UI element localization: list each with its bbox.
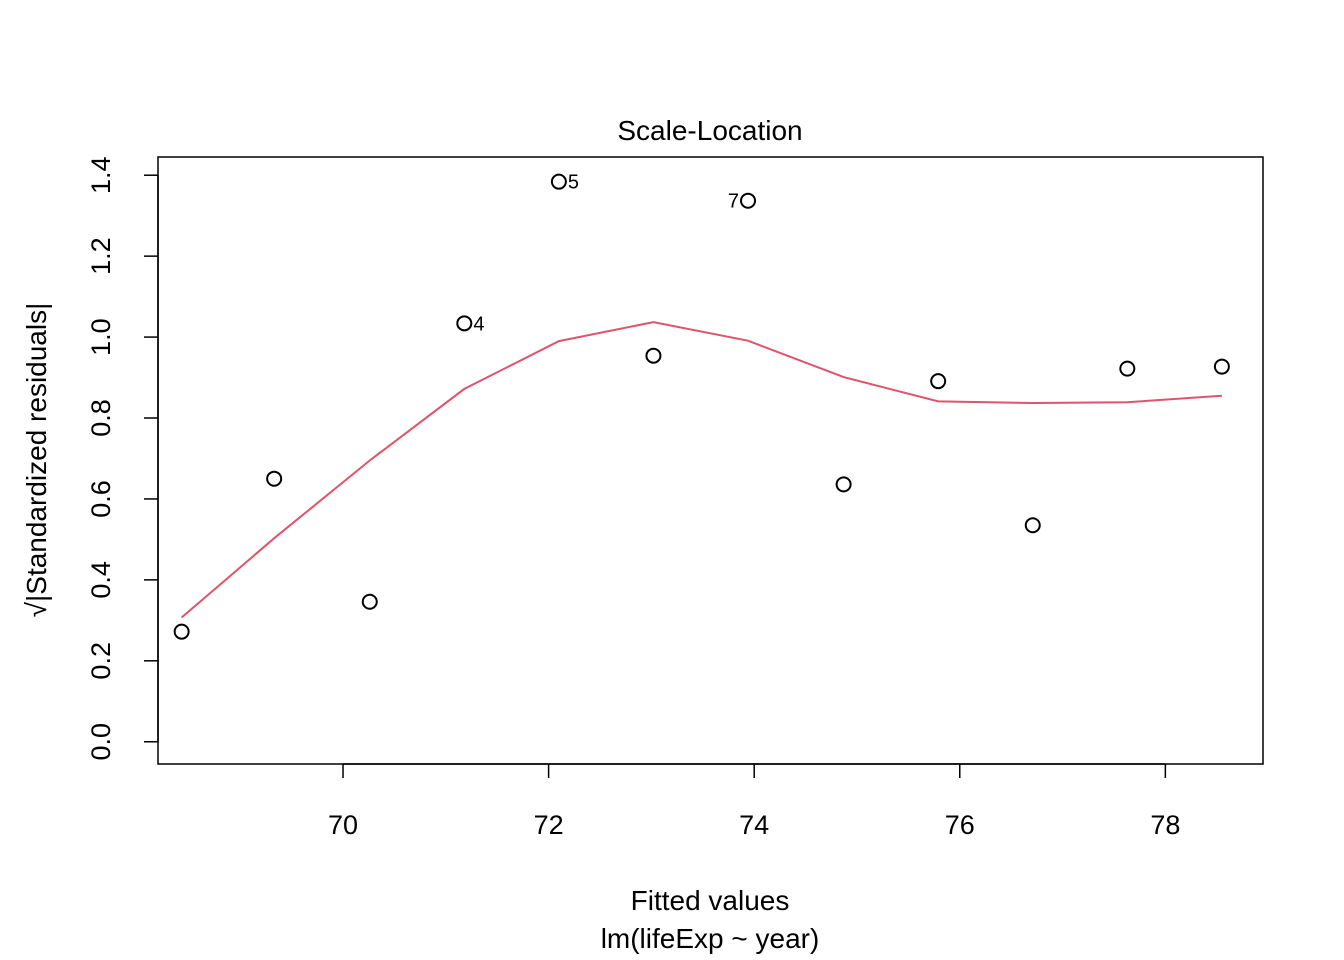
data-point xyxy=(361,593,378,610)
y-tick-label: 0.2 xyxy=(86,642,116,680)
y-tick-label: 1.4 xyxy=(86,156,116,194)
y-tick-label: 0.8 xyxy=(86,399,116,437)
point-label: 7 xyxy=(728,191,739,213)
data-point xyxy=(835,476,852,493)
point-label: 4 xyxy=(473,313,484,335)
x-tick-label: 76 xyxy=(945,810,975,840)
data-point xyxy=(1213,358,1230,375)
x-axis-subtitle: lm(lifeExp ~ year) xyxy=(601,923,820,954)
data-point xyxy=(930,373,947,390)
points-layer: 4 5 7 xyxy=(173,172,1230,640)
smooth-line xyxy=(180,321,1222,619)
x-axis: 70 72 74 76 78 xyxy=(328,763,1180,840)
point-label: 5 xyxy=(568,172,579,194)
y-axis: 0.0 0.2 0.4 0.6 0.8 1.0 1.2 1.4 xyxy=(86,156,159,761)
y-tick-label: 0.6 xyxy=(86,480,116,518)
data-point xyxy=(645,347,662,364)
data-point xyxy=(173,623,190,640)
x-axis-title: Fitted values xyxy=(631,885,790,916)
y-axis-title: √|Standardized residuals| xyxy=(21,303,52,618)
data-point xyxy=(740,192,757,209)
plot-frame xyxy=(157,156,1264,765)
data-point xyxy=(266,470,283,487)
data-point xyxy=(1119,360,1136,377)
data-point xyxy=(550,173,567,190)
chart-title: Scale-Location xyxy=(617,115,802,146)
y-tick-label: 1.2 xyxy=(86,237,116,275)
y-tick-label: 0.0 xyxy=(86,723,116,761)
x-tick-label: 78 xyxy=(1150,810,1180,840)
y-tick-label: 1.0 xyxy=(86,318,116,356)
x-tick-label: 72 xyxy=(534,810,564,840)
x-tick-label: 74 xyxy=(739,810,769,840)
data-point xyxy=(456,315,473,332)
y-tick-label: 0.4 xyxy=(86,561,116,599)
smooth-line-layer xyxy=(180,321,1222,619)
data-point xyxy=(1024,517,1041,534)
x-tick-label: 70 xyxy=(328,810,358,840)
